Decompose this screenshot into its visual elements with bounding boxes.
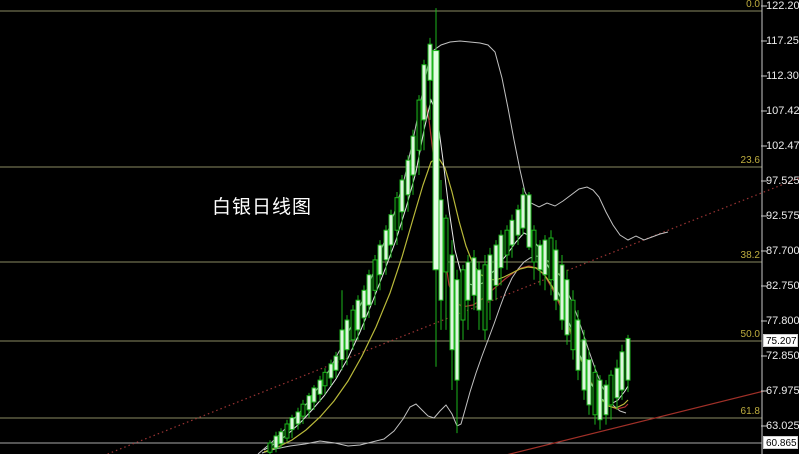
candle-body [542, 239, 548, 276]
candle-body [344, 319, 350, 351]
candle-body [383, 229, 389, 261]
candle-body [432, 50, 440, 271]
price-axis-label: 77.800 [766, 315, 799, 327]
candle-body [328, 363, 334, 379]
candle-body [361, 289, 367, 319]
price-axis-label: 112.300 [766, 70, 799, 82]
candle-body [586, 359, 592, 406]
fib-level-label: 61.8 [740, 406, 760, 417]
candle-body [388, 214, 394, 246]
candle-body [317, 379, 323, 395]
candle-body [531, 229, 537, 263]
rising-dotted-trendline[interactable] [95, 177, 799, 454]
candle-body [504, 229, 510, 256]
candle-body [355, 299, 361, 331]
candle-body [289, 417, 295, 431]
price-axis-label: 102.475 [766, 140, 799, 152]
candle-body [273, 435, 279, 449]
candle-body [476, 269, 482, 311]
current-price-box: 60.865 [763, 436, 798, 449]
lower-bollinger-band [261, 255, 627, 454]
candle-body [421, 64, 427, 121]
candle-body [559, 264, 565, 321]
candle-body [619, 351, 625, 391]
rising-solid-trendline[interactable] [502, 390, 765, 454]
candle-body [553, 249, 559, 301]
candle-body [592, 371, 598, 416]
candle-body [366, 274, 372, 306]
candle-body [493, 244, 499, 286]
candle-body [394, 197, 400, 231]
candle-body [570, 299, 576, 351]
fib-level-label: 50.0 [740, 329, 760, 340]
candle-body [372, 259, 378, 291]
fib-level-label: 23.6 [740, 155, 760, 166]
candle-body [333, 355, 339, 371]
candle-body [377, 244, 383, 276]
candle-body [597, 379, 603, 421]
candle-body [350, 309, 356, 341]
price-axis-label: 92.575 [766, 210, 799, 222]
candle-body [603, 384, 609, 416]
candle-body [537, 244, 543, 271]
price-axis-label: 97.525 [766, 175, 799, 187]
chart-title: 白银日线图 [212, 197, 313, 218]
candle-body [465, 261, 471, 301]
candle-body [581, 339, 587, 391]
candle-body [515, 209, 521, 236]
candle-body [267, 442, 273, 453]
price-axis-label: 82.750 [766, 280, 799, 292]
candle-body [564, 279, 570, 336]
candle-body [482, 264, 488, 331]
price-axis-label: 63.025 [766, 420, 799, 432]
current-price-box: 75.207 [763, 334, 798, 347]
price-axis-label: 72.850 [766, 350, 799, 362]
candle-body [322, 371, 328, 387]
candle-body [284, 423, 290, 439]
candle-body [311, 387, 317, 403]
candle-body [410, 135, 416, 176]
candle-body [449, 254, 455, 351]
candle-body [278, 431, 284, 445]
candle-body [548, 237, 554, 281]
candle-body [608, 374, 614, 406]
candle-body [526, 194, 532, 248]
fib-level-label: 0.0 [746, 0, 760, 10]
fib-level-label: 38.2 [740, 250, 760, 261]
candle-body [306, 395, 312, 411]
price-axis-label: 107.425 [766, 105, 799, 117]
candle-body [295, 411, 301, 425]
candle-body [614, 367, 620, 399]
price-axis-label: 122.200 [766, 0, 799, 12]
candle-body [625, 337, 631, 381]
candle-body [498, 234, 504, 269]
price-axis-label: 67.975 [766, 385, 799, 397]
candle-body [487, 254, 493, 301]
candle-body [405, 159, 411, 196]
candle-body [443, 217, 449, 273]
candle-body [339, 329, 345, 361]
candle-body [427, 43, 433, 81]
candle-body [300, 403, 306, 417]
price-axis-label: 87.700 [766, 245, 799, 257]
candle-body [509, 219, 515, 246]
candle-body [460, 269, 466, 321]
candle-body [471, 257, 477, 296]
candle-body [438, 199, 444, 301]
candle-body [520, 194, 526, 229]
candle-body [454, 279, 460, 381]
price-axis-label: 117.250 [766, 35, 799, 47]
candle-body [416, 99, 422, 151]
candle-body [399, 179, 405, 213]
candle-body [575, 319, 581, 371]
